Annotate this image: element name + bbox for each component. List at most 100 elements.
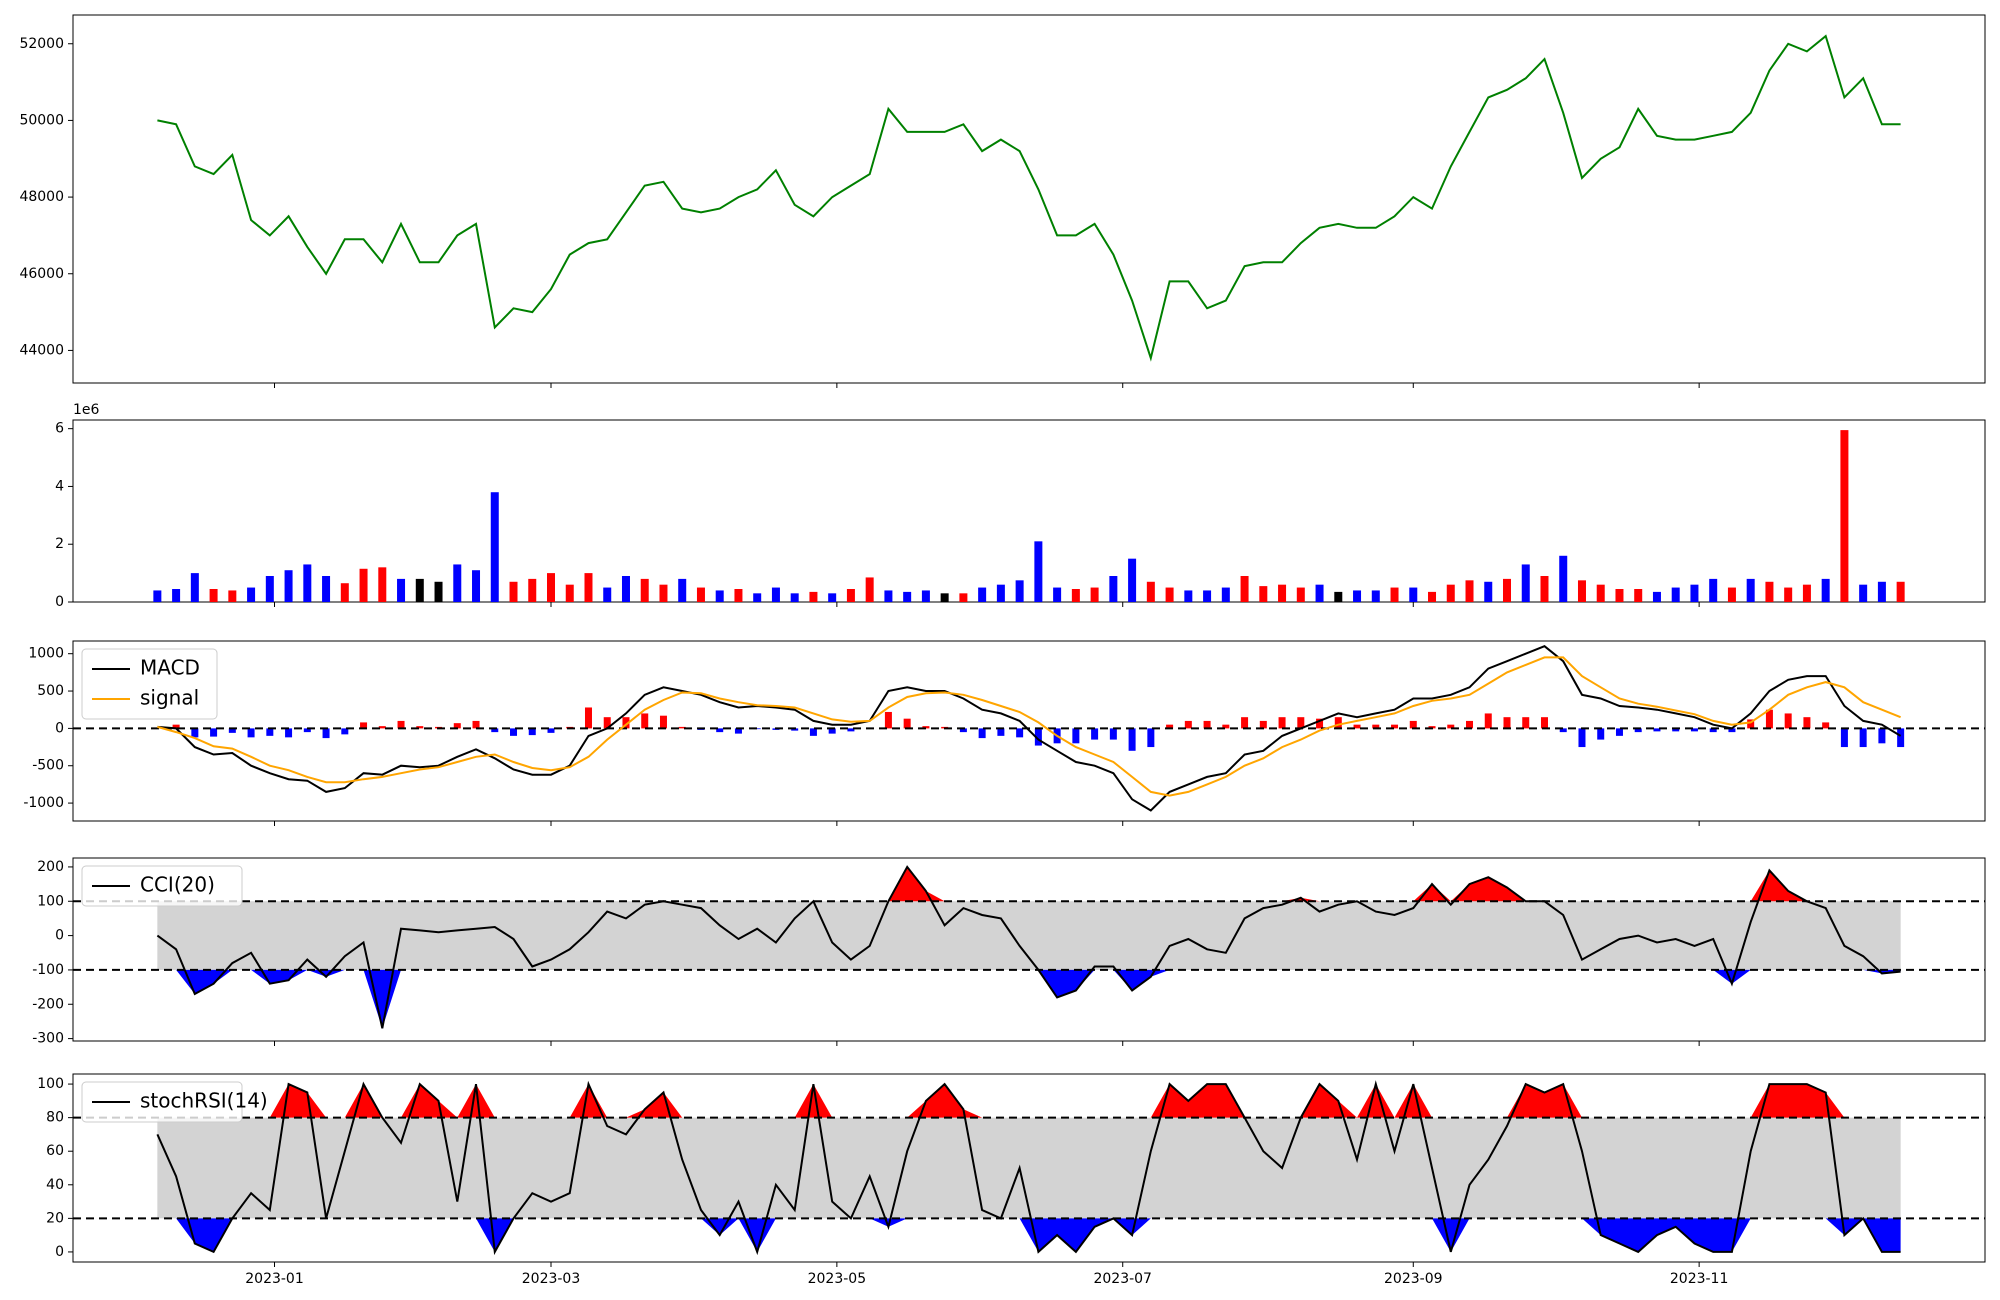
- histogram-bar: [1428, 726, 1436, 729]
- histogram-bar: [397, 720, 405, 729]
- histogram-bar: [959, 728, 967, 733]
- histogram-bar: [1690, 728, 1698, 732]
- volume-bar: [940, 593, 949, 602]
- volume-bar: [547, 573, 555, 602]
- histogram-bar: [247, 728, 255, 738]
- histogram-bar: [641, 713, 649, 729]
- volume-bar: [1577, 580, 1586, 602]
- histogram-bar: [191, 728, 199, 738]
- histogram-bar: [847, 728, 855, 732]
- y-tick-label: 1000: [28, 646, 64, 662]
- histogram-bar: [1091, 728, 1099, 740]
- volume-bar: [1465, 580, 1474, 602]
- legend-label: MACD: [140, 656, 200, 680]
- volume-bar: [265, 576, 274, 602]
- volume-bar: [172, 589, 181, 602]
- histogram-bar: [1578, 728, 1586, 748]
- histogram-bar: [1016, 728, 1024, 738]
- volume-bar: [1390, 587, 1399, 602]
- y-tick-label: 100: [37, 893, 64, 909]
- x-tick-label: 2023-01: [245, 1271, 304, 1287]
- volume-bar: [1821, 578, 1830, 602]
- histogram-bar: [547, 728, 555, 733]
- volume-bar: [1709, 578, 1718, 602]
- panel-frame: [72, 1073, 1986, 1263]
- volume-bar: [1727, 587, 1736, 602]
- y-tick-label: -500: [32, 758, 64, 774]
- volume-bar: [1015, 580, 1024, 602]
- histogram-bar: [922, 726, 930, 729]
- histogram-bar: [1822, 722, 1830, 729]
- y-tick-label: 500: [37, 683, 64, 699]
- histogram-bar: [266, 728, 274, 736]
- histogram-bar: [716, 728, 724, 733]
- volume-bar: [1278, 584, 1287, 602]
- histogram-bar: [303, 728, 311, 733]
- volume-bar: [1540, 576, 1549, 602]
- y-tick-label: 50000: [19, 112, 64, 128]
- histogram-bar: [322, 728, 330, 739]
- volume-bar: [209, 589, 218, 602]
- histogram-bar: [809, 728, 817, 736]
- histogram-bar: [1897, 728, 1905, 748]
- volume-bar: [921, 590, 930, 602]
- volume-bar: [584, 573, 593, 602]
- histogram-bar: [1166, 724, 1174, 729]
- histogram-bar: [1803, 717, 1811, 729]
- volume-bar: [959, 593, 968, 602]
- histogram-bar: [734, 728, 742, 734]
- histogram-bar: [903, 718, 911, 729]
- histogram-bar: [1372, 724, 1380, 729]
- legend-label: signal: [140, 686, 199, 710]
- volume-bar: [415, 578, 424, 602]
- volume-bar: [509, 581, 518, 602]
- panel-frame: [72, 857, 1986, 1042]
- y-tick-label: 40: [46, 1177, 64, 1193]
- y-tick-label: 44000: [19, 342, 64, 358]
- volume-bar: [1877, 581, 1886, 602]
- series-line: [156, 1080, 1901, 1256]
- volume-bar: [303, 564, 312, 602]
- histogram-bar: [622, 717, 630, 729]
- histogram-bar: [1840, 728, 1848, 748]
- legend-box: [81, 1081, 243, 1123]
- histogram-bar: [1109, 728, 1117, 740]
- histogram-bar: [1503, 717, 1511, 729]
- volume-bar: [1652, 591, 1661, 602]
- y-tick-label: 6: [55, 421, 64, 437]
- histogram-bar: [1672, 728, 1680, 732]
- volume-bar: [528, 578, 537, 602]
- volume-bar: [1371, 590, 1380, 602]
- volume-bar: [640, 578, 649, 602]
- y-tick-label: 48000: [19, 189, 64, 205]
- histogram-bar: [678, 726, 686, 729]
- volume-bar: [472, 570, 481, 602]
- histogram-bar: [1203, 720, 1211, 729]
- panel-frame: [72, 640, 1986, 822]
- volume-bar: [1353, 590, 1362, 602]
- volume-bar: [996, 584, 1005, 602]
- legend-box: [81, 865, 243, 907]
- legend-label: CCI(20): [140, 873, 215, 897]
- volume-bar: [247, 587, 256, 602]
- y-tick-label: 52000: [19, 36, 64, 52]
- volume-bar: [190, 573, 199, 602]
- volume-bar: [1859, 584, 1868, 602]
- histogram-bar: [828, 728, 836, 734]
- volume-bar: [284, 570, 293, 602]
- histogram-bar: [884, 711, 892, 729]
- series-line: [157, 34, 1901, 362]
- histogram-bar: [1353, 724, 1361, 729]
- y-tick-label: -1000: [23, 795, 64, 811]
- volume-bar: [696, 587, 705, 602]
- y-tick-label: 0: [55, 1244, 64, 1260]
- volume-bar: [1184, 590, 1193, 602]
- x-tick-label: 2023-07: [1093, 1271, 1152, 1287]
- volume-bar: [1334, 591, 1343, 602]
- volume-bar: [397, 578, 406, 602]
- volume-bar: [1559, 555, 1568, 602]
- histogram-bar: [1765, 709, 1773, 729]
- volume-bar: [1053, 587, 1062, 602]
- volume-bar: [1634, 589, 1643, 602]
- volume-bar: [978, 587, 987, 602]
